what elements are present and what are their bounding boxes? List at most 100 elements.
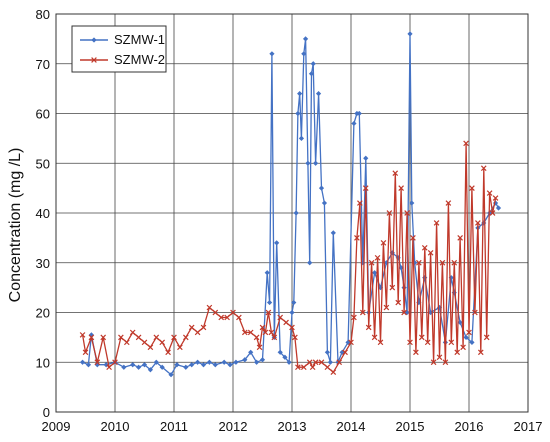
data-point-szmw-2 — [118, 334, 124, 341]
data-point-szmw-1 — [141, 362, 148, 368]
data-point-szmw-1 — [282, 354, 288, 360]
data-point-szmw-2 — [469, 185, 475, 191]
data-point-szmw-2 — [268, 329, 275, 336]
data-point-szmw-2 — [292, 334, 298, 341]
data-point-szmw-2 — [123, 339, 130, 346]
data-point-szmw-2 — [410, 235, 416, 241]
data-point-szmw-1 — [289, 309, 295, 316]
data-point-szmw-1 — [407, 31, 413, 37]
y-tick-label: 60 — [36, 107, 50, 122]
data-point-szmw-1 — [409, 200, 415, 206]
data-point-szmw-2 — [436, 354, 443, 361]
data-point-szmw-2 — [398, 185, 404, 191]
data-point-szmw-2 — [259, 324, 266, 331]
data-point-szmw-1 — [345, 339, 351, 345]
y-tick-label: 40 — [36, 206, 50, 221]
data-point-szmw-2 — [295, 364, 301, 371]
data-point-szmw-1 — [307, 260, 313, 266]
data-point-szmw-2 — [194, 329, 201, 336]
data-point-szmw-2 — [477, 349, 484, 356]
data-point-szmw-2 — [395, 299, 402, 306]
data-point-szmw-2 — [357, 200, 363, 206]
data-point-szmw-2 — [424, 339, 431, 346]
data-point-szmw-1 — [463, 334, 469, 340]
data-point-szmw-1 — [293, 210, 299, 216]
data-point-szmw-2 — [318, 359, 325, 366]
data-point-szmw-2 — [212, 309, 219, 316]
x-tick-label: 2013 — [278, 419, 307, 434]
data-point-szmw-2 — [79, 332, 86, 338]
data-point-szmw-2 — [262, 329, 269, 336]
data-point-szmw-1 — [233, 359, 239, 365]
data-point-szmw-2 — [336, 359, 343, 366]
data-point-szmw-2 — [416, 259, 422, 266]
data-point-szmw-2 — [241, 329, 248, 336]
data-point-szmw-1 — [321, 200, 328, 206]
data-point-szmw-2 — [230, 309, 236, 316]
data-point-szmw-2 — [392, 170, 399, 177]
data-point-szmw-1 — [313, 160, 319, 166]
data-point-szmw-2 — [312, 359, 319, 366]
y-tick-label: 20 — [36, 306, 50, 321]
series-line-szmw-1 — [82, 33, 500, 376]
data-point-szmw-2 — [135, 334, 142, 341]
data-point-szmw-1 — [254, 359, 260, 365]
data-point-szmw-1 — [103, 362, 109, 368]
data-point-szmw-1 — [269, 51, 275, 57]
data-point-szmw-2 — [457, 235, 463, 241]
data-point-szmw-1 — [189, 362, 195, 368]
y-tick-label: 0 — [43, 405, 50, 420]
data-point-szmw-1 — [451, 290, 457, 296]
data-point-szmw-2 — [112, 359, 118, 366]
data-point-szmw-2 — [165, 349, 171, 356]
legend-point-szmw-2 — [91, 57, 97, 63]
data-point-szmw-1 — [310, 61, 316, 67]
y-tick-label: 30 — [36, 256, 50, 271]
data-point-szmw-2 — [359, 309, 366, 316]
data-point-szmw-2 — [247, 329, 254, 336]
data-point-szmw-2 — [389, 284, 396, 291]
data-point-szmw-1 — [159, 364, 165, 370]
series-szmw-2 — [79, 140, 499, 376]
x-tick-label: 2016 — [455, 419, 484, 434]
data-point-szmw-1 — [195, 359, 201, 365]
data-point-szmw-2 — [200, 324, 207, 331]
data-point-szmw-1 — [422, 275, 428, 281]
legend-label-szmw-1: SZMW-1 — [114, 32, 165, 47]
data-point-szmw-1 — [168, 372, 174, 378]
data-point-szmw-1 — [330, 230, 336, 236]
data-point-szmw-2 — [466, 329, 472, 336]
data-point-szmw-1 — [398, 265, 404, 271]
data-point-szmw-2 — [383, 304, 390, 311]
legend-marker-szmw-2 — [91, 57, 97, 63]
data-point-szmw-1 — [351, 120, 357, 127]
data-point-szmw-2 — [159, 339, 166, 346]
data-point-szmw-1 — [153, 359, 159, 365]
data-point-szmw-1 — [277, 349, 283, 355]
data-point-szmw-1 — [469, 339, 475, 345]
data-point-szmw-1 — [416, 299, 422, 306]
data-point-szmw-2 — [153, 334, 160, 341]
data-point-szmw-1 — [79, 359, 86, 365]
data-point-szmw-2 — [365, 324, 372, 331]
data-point-szmw-1 — [227, 362, 233, 368]
data-point-szmw-2 — [371, 334, 378, 341]
data-point-szmw-2 — [300, 364, 307, 371]
y-axis-title: Concentration (mg /L) — [7, 148, 24, 303]
data-point-szmw-2 — [492, 195, 499, 201]
data-point-szmw-2 — [283, 319, 289, 326]
data-point-szmw-2 — [141, 339, 148, 346]
data-point-szmw-1 — [212, 362, 218, 368]
data-point-szmw-2 — [451, 259, 458, 266]
x-tick-labels: 2009 2010 2011 2012 2013 2014 2015 2016 2017 — [42, 419, 543, 434]
data-point-szmw-2 — [463, 140, 469, 147]
data-point-szmw-1 — [242, 357, 248, 363]
legend-marker-szmw-1 — [91, 37, 97, 43]
data-point-szmw-2 — [386, 210, 393, 216]
data-point-szmw-2 — [271, 334, 278, 341]
data-point-szmw-2 — [147, 344, 154, 351]
legend-point-szmw-1 — [91, 37, 97, 43]
data-point-szmw-2 — [94, 359, 101, 366]
data-point-szmw-1 — [274, 240, 280, 246]
